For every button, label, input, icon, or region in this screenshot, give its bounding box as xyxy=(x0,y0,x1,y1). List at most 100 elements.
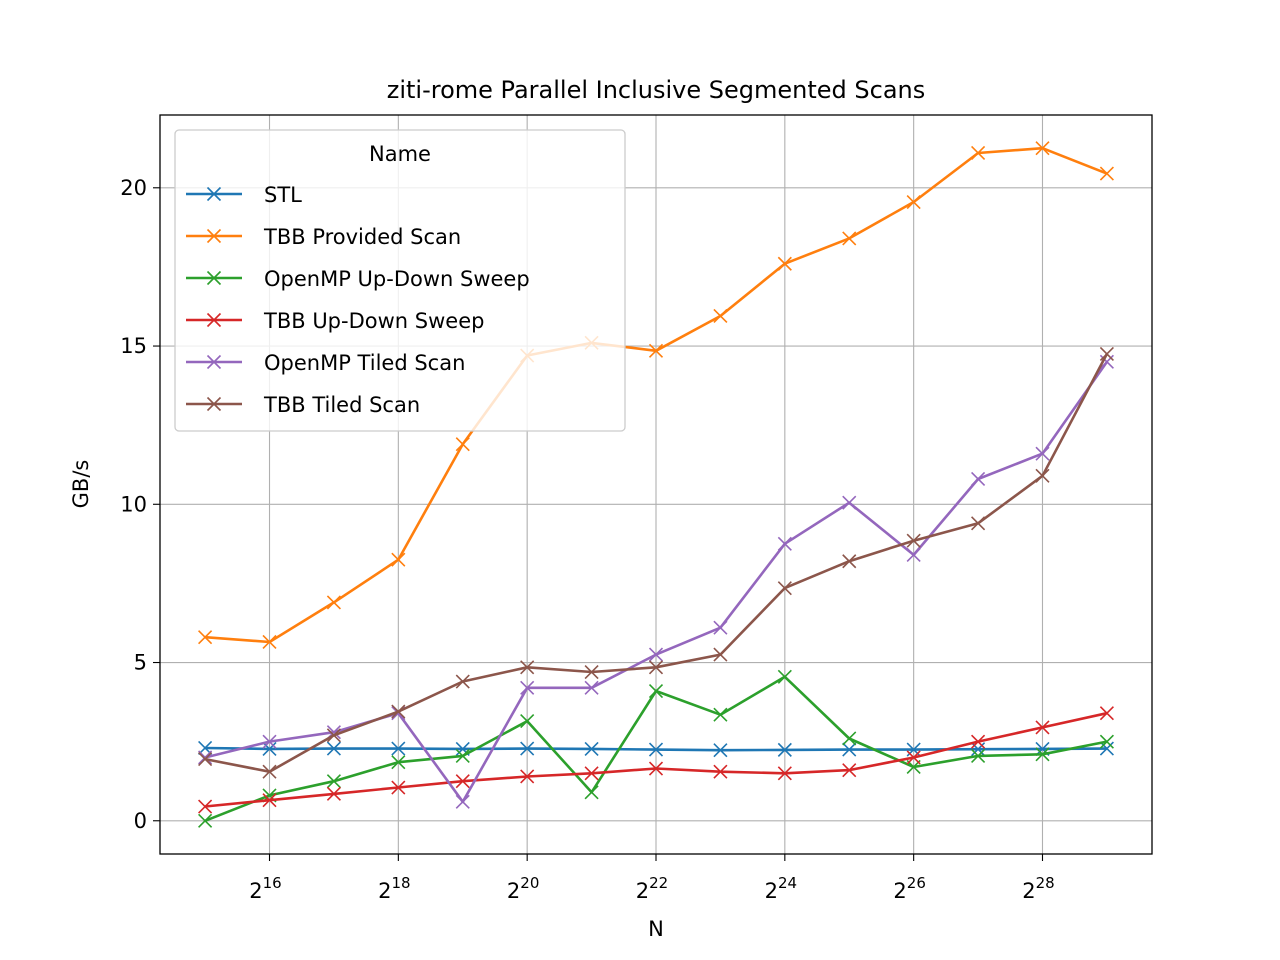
data-point-tbb-tiled-scan xyxy=(648,660,664,675)
data-point-tbb-tiled-scan xyxy=(713,647,728,662)
data-point-openmp-up-down-sweep xyxy=(584,785,599,800)
data-point-stl xyxy=(262,741,277,756)
x-tick-exponent: 22 xyxy=(649,874,668,892)
data-point-tbb-up-down-sweep xyxy=(326,786,341,801)
data-point-tbb-provided-scan xyxy=(1099,166,1114,181)
data-point-openmp-up-down-sweep xyxy=(198,813,213,828)
legend-marker-tbb-tiled-scan xyxy=(206,396,222,412)
legend-marker-openmp-up-down-sweep xyxy=(206,270,222,286)
legend-label-tbb-up-down-sweep: TBB Up-Down Sweep xyxy=(263,309,484,333)
data-point-tbb-tiled-scan xyxy=(842,554,857,569)
data-point-tbb-provided-scan xyxy=(842,231,857,246)
y-tick-label: 20 xyxy=(120,176,147,200)
x-axis-ticks: 216 218 220 222 224 226 228 xyxy=(249,854,1055,903)
data-point-openmp-tiled-scan xyxy=(520,680,535,695)
data-point-openmp-tiled-scan xyxy=(777,536,792,551)
data-point-tbb-tiled-scan xyxy=(198,751,213,767)
data-point-tbb-tiled-scan xyxy=(391,704,406,719)
data-point-stl xyxy=(1099,741,1114,756)
data-point-tbb-tiled-scan xyxy=(584,664,599,680)
legend-marker-tbb-provided-scan xyxy=(206,228,222,244)
data-point-stl xyxy=(842,742,857,757)
data-point-tbb-provided-scan xyxy=(455,437,470,452)
x-tick-exponent: 26 xyxy=(907,874,926,892)
data-point-tbb-tiled-scan xyxy=(1099,346,1114,362)
data-point-tbb-up-down-sweep xyxy=(842,763,857,778)
data-point-tbb-up-down-sweep xyxy=(971,734,986,749)
y-tick-label: 0 xyxy=(134,809,147,833)
x-tick-exponent: 28 xyxy=(1036,874,1055,892)
data-point-tbb-up-down-sweep xyxy=(713,764,728,779)
x-tick-exponent: 24 xyxy=(778,874,797,892)
data-point-openmp-up-down-sweep xyxy=(520,714,535,729)
data-point-tbb-provided-scan xyxy=(391,552,406,567)
x-tick-exponent: 20 xyxy=(520,874,539,892)
x-tick-label: 220 xyxy=(507,874,539,903)
data-point-openmp-up-down-sweep xyxy=(777,669,792,684)
data-point-openmp-up-down-sweep xyxy=(1035,747,1050,762)
legend-label-openmp-up-down-sweep: OpenMP Up-Down Sweep xyxy=(264,267,530,291)
chart-title: ziti-rome Parallel Inclusive Segmented S… xyxy=(387,76,926,104)
data-point-openmp-tiled-scan xyxy=(262,734,277,749)
data-point-tbb-provided-scan xyxy=(198,630,213,645)
data-point-tbb-provided-scan xyxy=(713,308,728,324)
legend-marker-stl xyxy=(206,186,222,202)
data-point-openmp-up-down-sweep xyxy=(455,748,470,763)
x-tick-exponent: 18 xyxy=(391,874,410,892)
data-point-tbb-tiled-scan xyxy=(520,660,535,675)
data-point-openmp-tiled-scan xyxy=(906,547,921,562)
data-point-tbb-up-down-sweep xyxy=(777,766,792,781)
data-point-stl xyxy=(648,742,664,757)
data-point-tbb-provided-scan xyxy=(1035,141,1050,156)
x-tick-exponent: 16 xyxy=(263,874,282,892)
data-point-tbb-up-down-sweep xyxy=(906,750,921,765)
data-point-openmp-tiled-scan xyxy=(584,680,599,695)
data-point-tbb-provided-scan xyxy=(906,194,921,210)
legend-title: Name xyxy=(369,142,431,166)
data-point-tbb-tiled-scan xyxy=(1035,468,1050,483)
data-point-tbb-up-down-sweep xyxy=(262,793,277,808)
y-tick-label: 15 xyxy=(120,334,147,358)
data-point-openmp-up-down-sweep xyxy=(971,748,986,763)
data-point-tbb-up-down-sweep xyxy=(455,774,470,789)
y-axis-label: GB/s xyxy=(69,460,93,509)
data-point-openmp-tiled-scan xyxy=(455,794,470,809)
data-point-stl xyxy=(777,742,792,757)
data-point-tbb-up-down-sweep xyxy=(198,799,213,814)
data-point-tbb-tiled-scan xyxy=(455,674,470,689)
data-point-tbb-provided-scan xyxy=(777,256,792,271)
data-point-tbb-up-down-sweep xyxy=(391,780,406,795)
legend-label-stl: STL xyxy=(264,183,302,207)
data-point-tbb-up-down-sweep xyxy=(648,761,664,776)
data-point-stl xyxy=(520,741,535,756)
data-point-openmp-up-down-sweep xyxy=(648,683,664,699)
legend-label-openmp-tiled-scan: OpenMP Tiled Scan xyxy=(264,351,465,375)
data-point-openmp-up-down-sweep xyxy=(391,755,406,770)
y-axis-ticks: 0 5 10 15 20 xyxy=(120,176,160,833)
data-point-stl xyxy=(391,741,406,756)
data-point-openmp-tiled-scan xyxy=(1035,446,1050,461)
data-point-tbb-tiled-scan xyxy=(971,516,986,531)
plot-series xyxy=(198,141,1114,828)
data-point-stl xyxy=(326,741,341,756)
data-point-openmp-up-down-sweep xyxy=(1099,734,1114,749)
x-tick-label: 218 xyxy=(378,874,410,903)
legend-label-tbb-provided-scan: TBB Provided Scan xyxy=(263,225,461,249)
legend-label-tbb-tiled-scan: TBB Tiled Scan xyxy=(263,393,420,417)
data-point-tbb-up-down-sweep xyxy=(520,769,535,784)
data-point-tbb-up-down-sweep xyxy=(1035,720,1050,735)
data-point-tbb-tiled-scan xyxy=(326,728,341,743)
y-tick-label: 5 xyxy=(134,651,147,675)
legend: Name STL TBB Provided Scan OpenMP Up-Down … xyxy=(174,129,626,432)
data-point-stl xyxy=(584,741,599,756)
data-point-tbb-tiled-scan xyxy=(262,764,277,779)
data-point-tbb-tiled-scan xyxy=(777,581,792,596)
legend-marker-openmp-tiled-scan xyxy=(206,354,222,370)
data-point-tbb-tiled-scan xyxy=(906,533,921,548)
x-axis-label: N xyxy=(648,917,664,941)
data-point-tbb-up-down-sweep xyxy=(584,766,599,781)
data-point-openmp-tiled-scan xyxy=(198,750,213,765)
data-point-tbb-provided-scan xyxy=(262,634,277,650)
data-point-tbb-up-down-sweep xyxy=(1099,706,1114,721)
